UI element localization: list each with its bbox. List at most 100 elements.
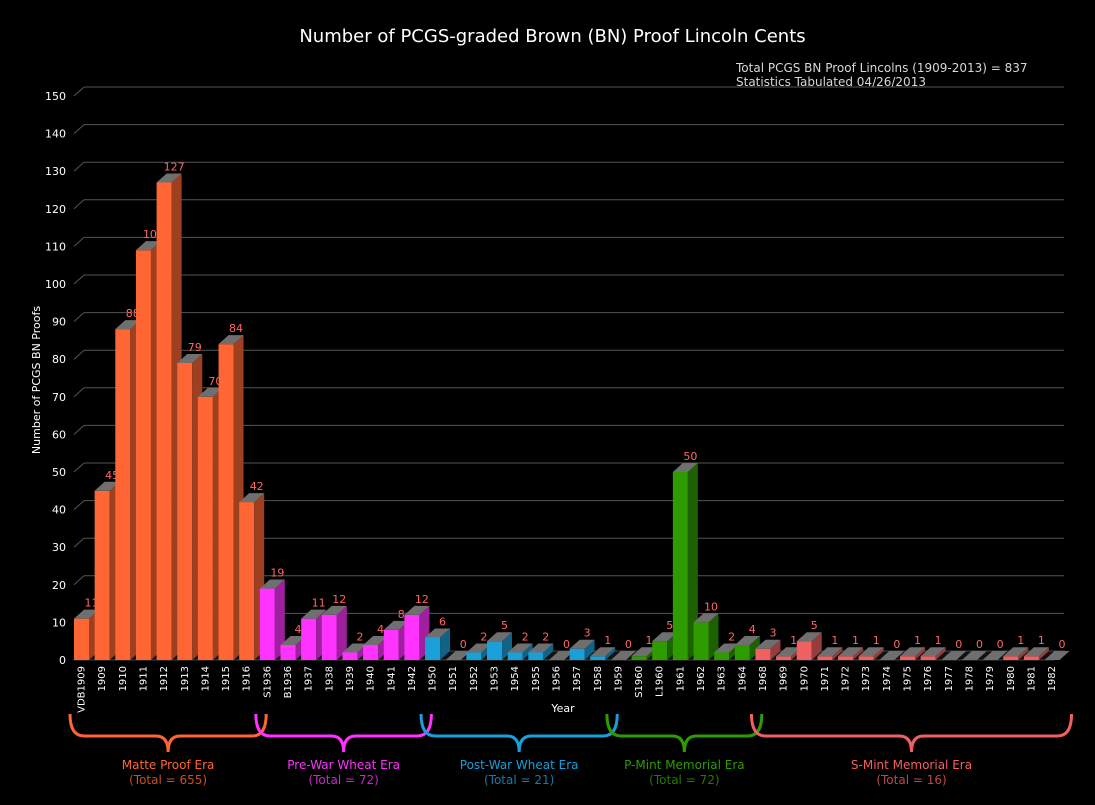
gridline-slant bbox=[73, 537, 85, 548]
x-tick-label: 1972 bbox=[841, 666, 852, 691]
bar-top bbox=[342, 643, 368, 653]
era-total-label: (Total = 655) bbox=[129, 773, 207, 787]
bar-top bbox=[734, 635, 760, 645]
bar-side bbox=[1038, 647, 1049, 660]
bar-front bbox=[156, 182, 172, 661]
bar-value-label: 1 bbox=[831, 634, 838, 647]
x-tick-label: L1960 bbox=[655, 666, 666, 697]
bar-front bbox=[755, 648, 771, 660]
bar-front bbox=[74, 618, 89, 660]
x-tick-label: 1978 bbox=[964, 666, 975, 691]
bar-value-label: 0 bbox=[1059, 638, 1066, 651]
bar-front bbox=[528, 652, 544, 660]
x-tick-label: 1938 bbox=[324, 666, 335, 691]
x-tick-label: 1980 bbox=[1006, 666, 1017, 691]
bar-side bbox=[543, 643, 554, 660]
bar-side bbox=[336, 605, 347, 660]
bar-value-label: 1 bbox=[604, 634, 611, 647]
gridline-slant bbox=[73, 86, 85, 97]
era-brace bbox=[254, 713, 433, 753]
bar-value-label: 2 bbox=[522, 630, 529, 643]
y-tick-label: 40 bbox=[52, 504, 66, 517]
x-tick-label: 1909 bbox=[97, 666, 108, 691]
gridline-slant bbox=[73, 199, 85, 210]
x-tick-label: S1936 bbox=[262, 666, 273, 698]
x-tick-label: 1953 bbox=[490, 666, 501, 691]
bar-value-label: 127 bbox=[164, 160, 185, 173]
bar-top bbox=[900, 647, 925, 657]
y-tick-label: 0 bbox=[59, 654, 66, 667]
bar-side bbox=[584, 639, 595, 660]
bar-side bbox=[605, 647, 616, 660]
bar-top bbox=[776, 647, 802, 657]
bar-front bbox=[218, 344, 234, 660]
bar-front bbox=[817, 656, 833, 660]
bar-front bbox=[383, 629, 399, 660]
x-tick-label: 1950 bbox=[428, 666, 439, 691]
bar-top bbox=[569, 639, 595, 649]
bar-top bbox=[920, 647, 946, 657]
bar-front bbox=[693, 622, 709, 660]
bar-top bbox=[672, 463, 698, 472]
bar-top bbox=[755, 639, 781, 649]
x-tick-label: 1956 bbox=[551, 666, 562, 691]
gridline-slant bbox=[73, 425, 85, 435]
bar-value-label: 1 bbox=[935, 634, 942, 647]
bar-top bbox=[321, 605, 347, 615]
bar-front bbox=[115, 329, 131, 660]
x-axis-label: Year bbox=[550, 702, 575, 715]
bar-front bbox=[776, 656, 792, 660]
bar-top bbox=[548, 651, 574, 660]
bar-front bbox=[280, 644, 296, 660]
bar-front bbox=[363, 644, 379, 660]
gridline-slant bbox=[73, 274, 85, 285]
bar-top bbox=[941, 651, 967, 660]
bar-top bbox=[383, 620, 409, 630]
era-total-label: (Total = 72) bbox=[308, 773, 378, 787]
x-tick-label: 1968 bbox=[758, 666, 769, 691]
y-tick-label: 80 bbox=[52, 353, 66, 366]
y-tick-label: 110 bbox=[45, 240, 66, 253]
x-tick-label: S1960 bbox=[634, 666, 645, 698]
bar-front bbox=[858, 656, 874, 660]
bar-value-label: 0 bbox=[955, 638, 962, 651]
bar-value-label: 79 bbox=[188, 341, 202, 354]
x-tick-label: 1954 bbox=[510, 666, 521, 691]
bar-top bbox=[239, 493, 265, 503]
gridline-slant bbox=[73, 237, 85, 247]
bar-front bbox=[197, 396, 213, 660]
bar-front bbox=[259, 588, 275, 660]
bar-side bbox=[935, 647, 946, 660]
bar-front bbox=[920, 656, 936, 660]
bar-front bbox=[838, 656, 854, 660]
x-tick-label: 1958 bbox=[593, 666, 604, 691]
bar-value-label: 50 bbox=[683, 450, 697, 463]
bar-front bbox=[466, 652, 482, 660]
gridline-slant bbox=[73, 349, 85, 360]
bar-top bbox=[135, 241, 161, 251]
bar-top bbox=[259, 579, 285, 589]
gridline-slant bbox=[73, 500, 85, 510]
gridline-slant bbox=[73, 124, 85, 134]
x-tick-label: 1974 bbox=[882, 666, 893, 691]
bar-side bbox=[832, 647, 843, 660]
bar-value-label: 0 bbox=[893, 638, 900, 651]
bar-front bbox=[672, 472, 688, 660]
bar-top bbox=[590, 647, 616, 657]
gridline-slant bbox=[73, 462, 85, 473]
bar-value-label: 1 bbox=[1038, 634, 1045, 647]
bar-value-label: 3 bbox=[584, 627, 591, 640]
bar-value-label: 11 bbox=[312, 597, 326, 610]
x-tick-label: 1975 bbox=[903, 666, 914, 691]
era-name-label: S-Mint Memorial Era bbox=[851, 758, 972, 772]
bar-top bbox=[425, 628, 451, 638]
x-tick-label: 1910 bbox=[118, 666, 129, 691]
bar-side bbox=[522, 643, 533, 660]
bar-value-label: 1 bbox=[852, 634, 859, 647]
bar-front bbox=[301, 618, 317, 660]
bar-value-label: 6 bbox=[439, 615, 446, 628]
y-tick-label: 130 bbox=[45, 165, 66, 178]
bar-value-label: 0 bbox=[976, 638, 983, 651]
bar-top bbox=[796, 632, 822, 642]
x-tick-label: 1979 bbox=[985, 666, 996, 691]
